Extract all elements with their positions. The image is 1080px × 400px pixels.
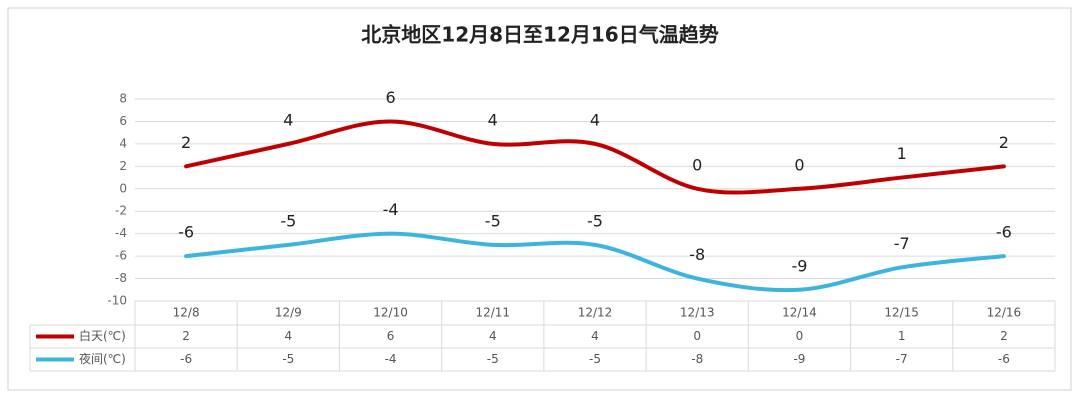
y-tick-label: -6	[115, 249, 127, 263]
data-label: -5	[280, 211, 296, 230]
x-tick-label: 12/10	[373, 306, 408, 320]
table-value: 4	[591, 329, 599, 343]
data-label: -6	[996, 223, 1012, 242]
table-value: -8	[691, 352, 703, 366]
x-tick-label: 12/16	[987, 306, 1022, 320]
table-value: 2	[1000, 329, 1008, 343]
table-value: 2	[182, 329, 190, 343]
table-value: -7	[896, 352, 908, 366]
data-label: 0	[794, 155, 804, 174]
x-tick-label: 12/12	[578, 306, 613, 320]
data-label: 4	[488, 110, 498, 129]
data-label: 4	[590, 110, 600, 129]
table-value: 1	[898, 329, 906, 343]
table-value: 6	[387, 329, 395, 343]
x-tick-label: 12/9	[275, 306, 302, 320]
table-value: -4	[385, 352, 397, 366]
series-line	[184, 119, 1006, 195]
y-tick-label: 4	[119, 136, 127, 150]
data-label: -7	[894, 234, 910, 253]
x-tick-label: 12/8	[173, 306, 200, 320]
table-value: -5	[487, 352, 499, 366]
table-value: 0	[693, 329, 701, 343]
data-label: 0	[692, 155, 702, 174]
chart-title: 北京地区12月8日至12月16日气温趋势	[361, 23, 718, 47]
data-label: 4	[283, 110, 293, 129]
table-value: 4	[285, 329, 293, 343]
table-value: -5	[282, 352, 294, 366]
legend-label: 夜间(℃)	[79, 351, 126, 366]
table-value: -5	[589, 352, 601, 366]
y-tick-label: -2	[115, 204, 127, 218]
table-value: -6	[180, 352, 192, 366]
y-tick-label: 2	[119, 159, 127, 173]
table-value: 0	[796, 329, 804, 343]
series-line	[184, 231, 1006, 293]
data-label: -8	[689, 245, 705, 264]
y-tick-label: 0	[119, 181, 127, 195]
data-label: 2	[181, 133, 191, 152]
data-label: 1	[897, 144, 907, 163]
table-value: -6	[998, 352, 1010, 366]
data-label: 2	[999, 133, 1009, 152]
y-tick-label: 6	[119, 114, 127, 128]
data-label: -4	[383, 200, 399, 219]
data-label: -9	[791, 256, 807, 275]
table-value: 4	[489, 329, 497, 343]
x-tick-label: 12/11	[475, 306, 510, 320]
x-tick-label: 12/15	[884, 306, 919, 320]
y-tick-label: -10	[107, 294, 127, 308]
y-tick-label: -4	[115, 226, 127, 240]
data-label: -6	[178, 223, 194, 242]
table-value: -9	[793, 352, 805, 366]
data-label: 6	[385, 88, 395, 107]
legend-label: 白天(℃)	[79, 328, 126, 343]
data-label: -5	[587, 211, 603, 230]
y-tick-label: -8	[115, 271, 127, 285]
y-tick-label: 8	[119, 92, 127, 106]
x-tick-label: 12/14	[782, 306, 817, 320]
data-label: -5	[485, 211, 501, 230]
chart-frame	[7, 7, 1072, 391]
x-tick-label: 12/13	[680, 306, 715, 320]
